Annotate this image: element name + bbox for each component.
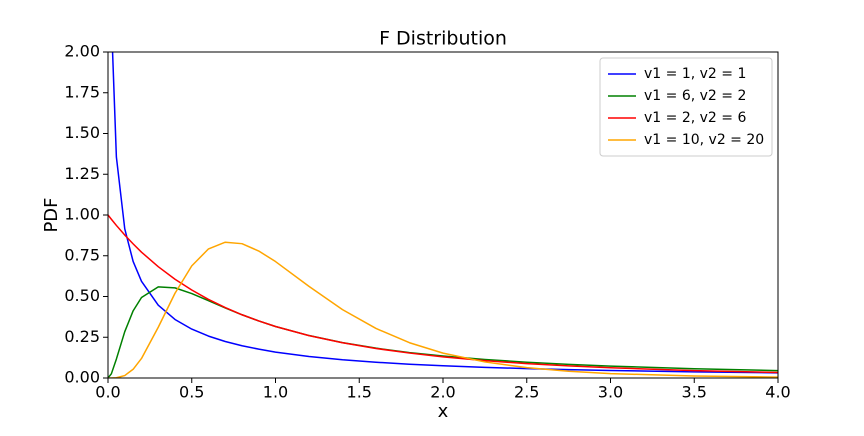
y-tick-label: 2.00 <box>64 42 100 61</box>
x-tick-label: 2.0 <box>430 383 455 402</box>
y-axis-label: PDF <box>41 197 62 232</box>
x-tick-label: 0.0 <box>95 383 120 402</box>
plot-lines <box>108 52 778 378</box>
x-tick-label: 3.5 <box>682 383 707 402</box>
legend-label: v1 = 6, v2 = 2 <box>644 88 746 104</box>
series-line <box>108 241 778 378</box>
y-tick-label: 0.00 <box>64 368 100 387</box>
x-tick-label: 3.0 <box>598 383 623 402</box>
legend-label: v1 = 10, v2 = 20 <box>644 132 764 148</box>
legend-box <box>599 57 773 157</box>
x-tick-label: 1.0 <box>263 383 288 402</box>
chart-title: F Distribution <box>379 28 507 50</box>
legend-label: v1 = 1, v2 = 1 <box>644 66 746 82</box>
legend-label: v1 = 2, v2 = 6 <box>644 110 746 126</box>
y-tick-label: 1.00 <box>64 205 100 224</box>
x-axis-label: x <box>438 401 449 422</box>
x-tick-label: 0.5 <box>179 383 204 402</box>
x-tick-label: 1.5 <box>347 383 372 402</box>
series-line <box>108 214 778 374</box>
y-tick-label: 0.75 <box>64 245 100 264</box>
y-tick-label: 0.50 <box>64 286 100 305</box>
y-tick-label: 1.25 <box>64 164 100 183</box>
x-tick-label: 4.0 <box>765 383 790 402</box>
y-tick-label: 1.75 <box>64 82 100 101</box>
y-tick-label: 1.50 <box>64 123 100 142</box>
y-tick-label: 0.25 <box>64 327 100 346</box>
x-tick-label: 2.5 <box>514 383 539 402</box>
